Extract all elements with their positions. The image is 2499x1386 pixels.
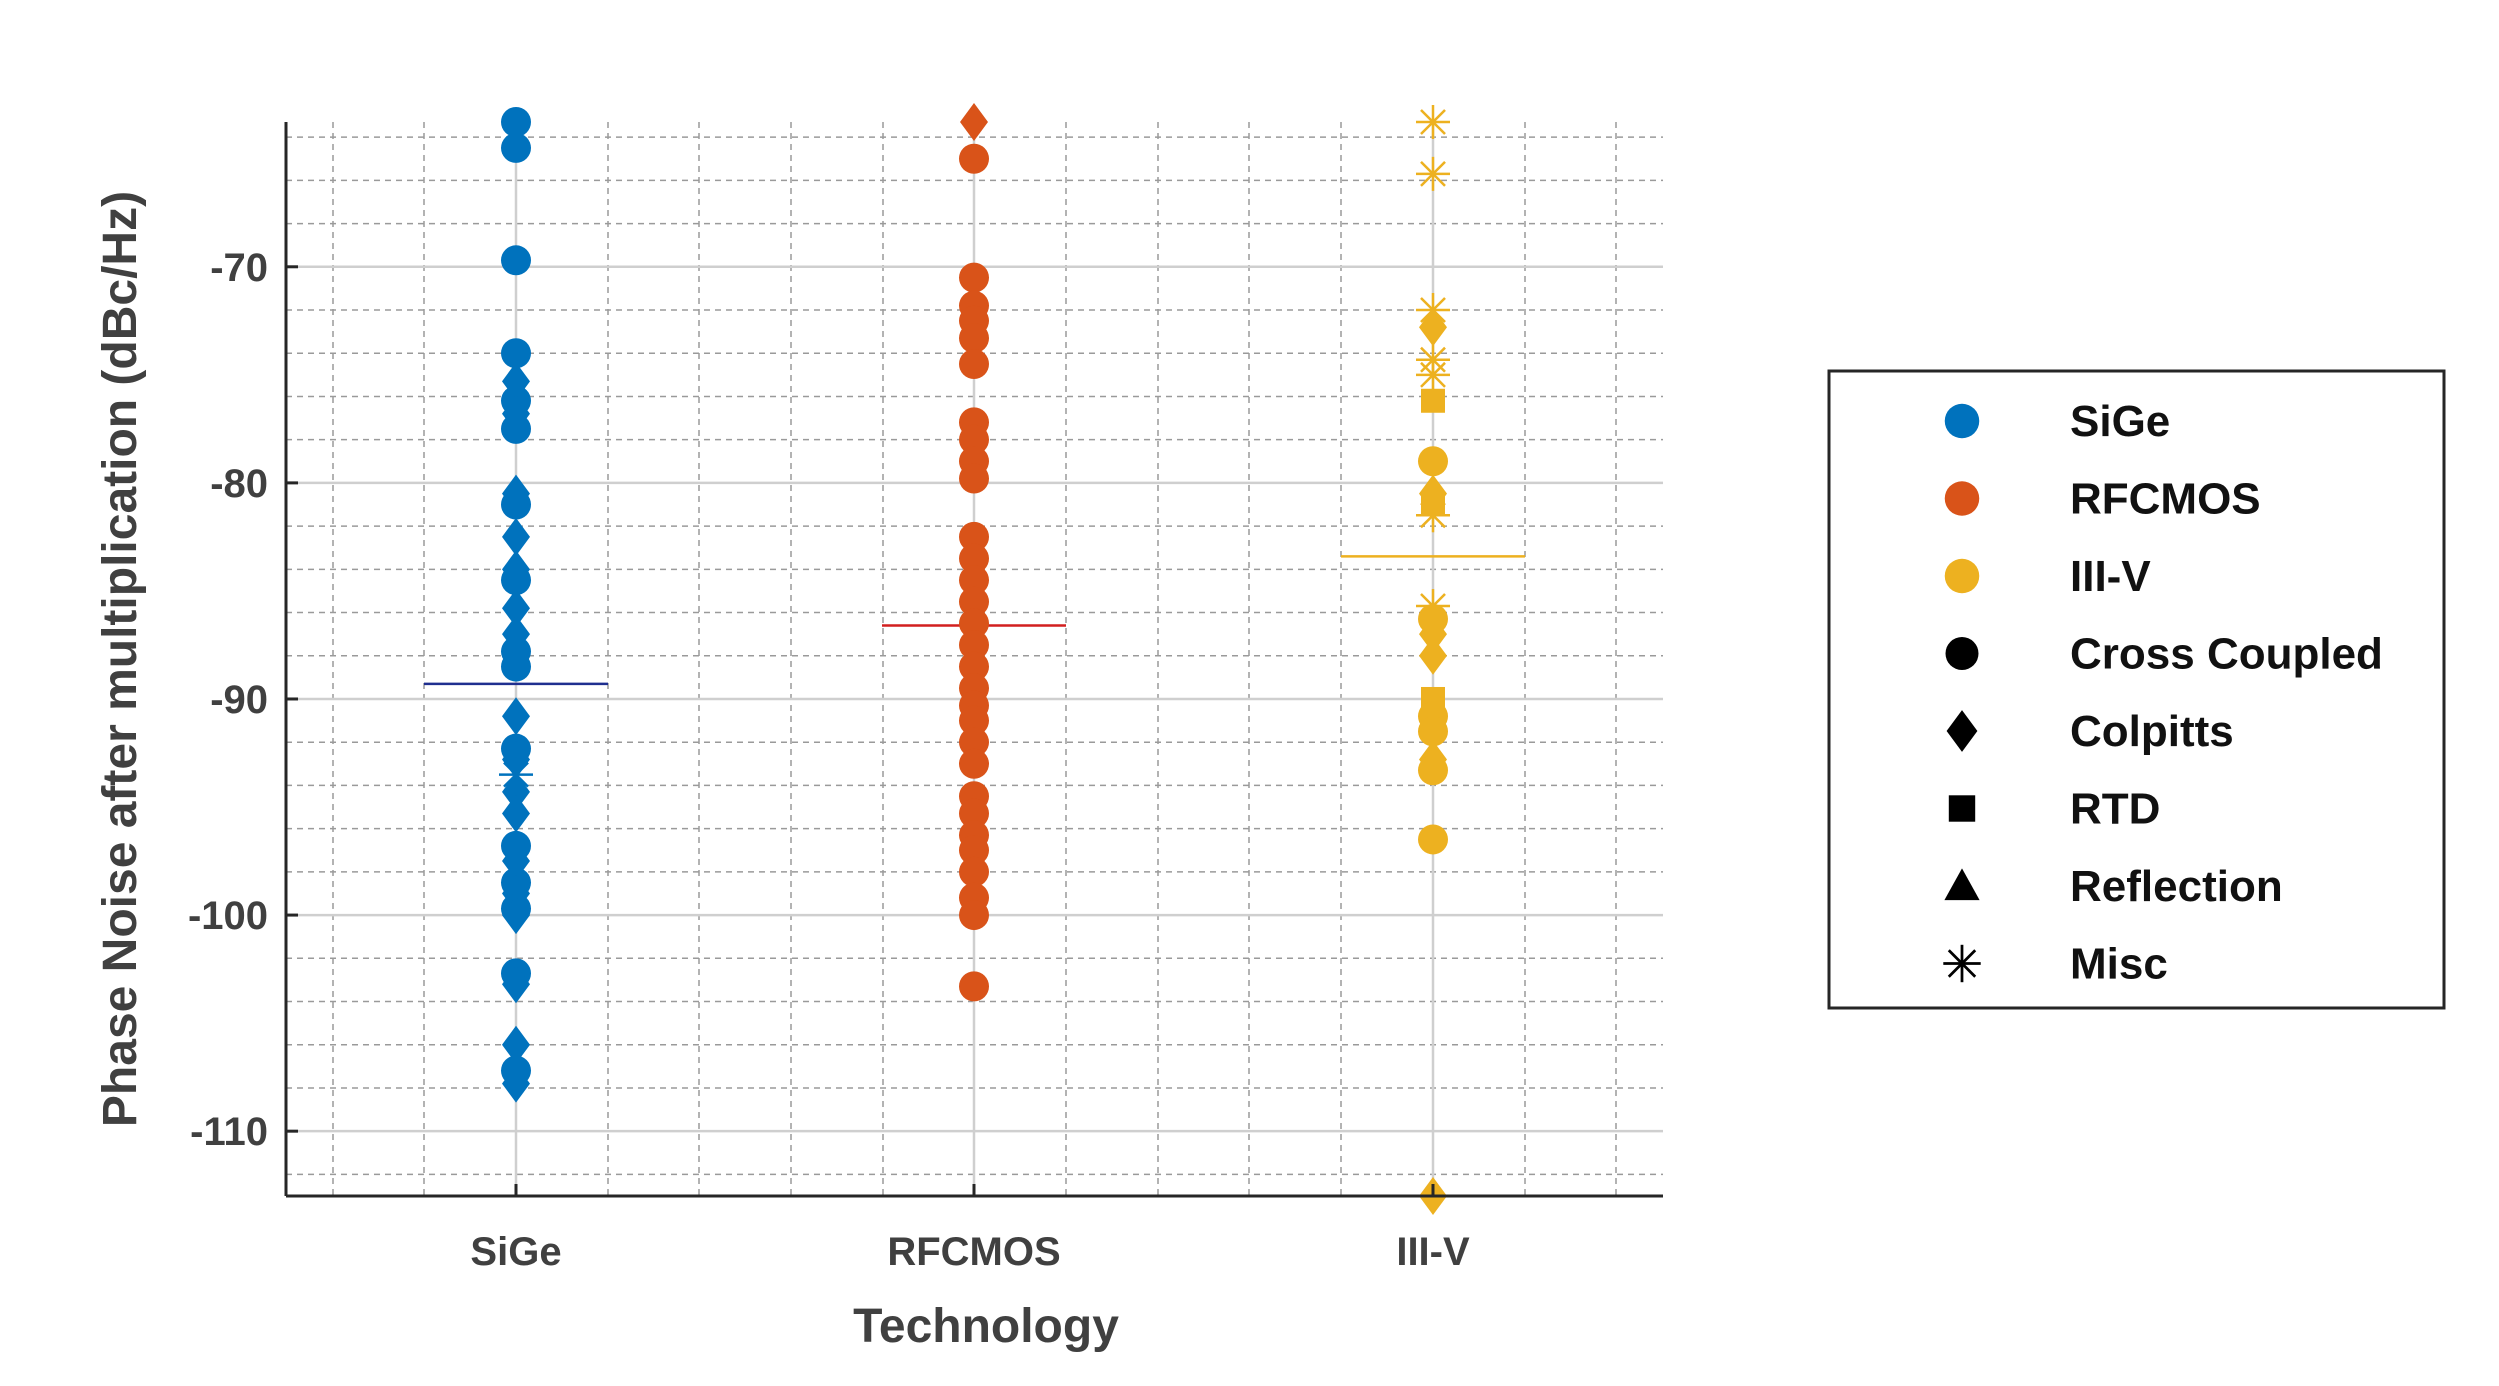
point-iii-v-asterisk — [1416, 156, 1450, 191]
point-iii-v-asterisk — [1416, 105, 1450, 139]
point-sige-diamond — [502, 1025, 530, 1064]
legend-label-colpitts: Colpitts — [2070, 707, 2234, 756]
y-tick-label: -110 — [190, 1110, 268, 1154]
point-sige-diamond — [502, 517, 530, 556]
x-tick-label: SiGe — [470, 1230, 561, 1274]
point-sige-circle — [501, 489, 531, 520]
legend-box — [1827, 369, 2446, 1010]
legend-label-rtd: RTD — [2070, 785, 2160, 834]
y-ticks: -110 -100 -90 -80 -70 — [188, 246, 298, 1154]
point-rfcmos-circle — [959, 424, 989, 455]
point-rfcmos-circle — [959, 586, 989, 617]
point-rfcmos-diamond — [960, 103, 988, 141]
point-iii-v-circle — [1418, 446, 1448, 477]
asterisk-stroke — [1420, 109, 1446, 135]
point-iii-v-diamond — [1419, 615, 1447, 654]
point-rfcmos-circle — [959, 565, 989, 596]
y-tick-label: -70 — [210, 246, 268, 290]
point-sige-diamond — [502, 589, 530, 628]
point-rfcmos-circle — [959, 900, 989, 931]
y-axis-title: Phase Noise after multiplication (dBc/Hz… — [94, 191, 147, 1127]
point-sige-diamond — [502, 1064, 530, 1103]
point-rfcmos-circle — [959, 971, 989, 1002]
point-rfcmos-circle — [959, 463, 989, 494]
legend-marker-rtd — [1948, 795, 1976, 822]
point-iii-v-asterisk — [1416, 357, 1450, 392]
data-points — [499, 103, 1450, 1215]
point-iii-v-circle — [1418, 716, 1448, 747]
point-rfcmos-circle — [959, 748, 989, 779]
legend-marker-rfcmos — [1944, 481, 1980, 516]
point-rfcmos-circle — [959, 262, 989, 293]
point-rfcmos-circle — [959, 651, 989, 682]
point-iii-v-circle — [1418, 824, 1448, 855]
x-axis-title: Technology — [853, 1300, 1119, 1353]
point-sige-circle — [501, 565, 531, 596]
point-iii-v-diamond — [1419, 308, 1447, 347]
asterisk-stroke — [1947, 949, 1977, 978]
point-rfcmos-circle — [959, 143, 989, 174]
point-rfcmos-circle — [959, 798, 989, 829]
legend-label-reflection: Reflection — [2070, 862, 2283, 911]
legend-marker-reflection — [1944, 868, 1980, 901]
asterisk-stroke — [1420, 160, 1446, 187]
point-sige-diamond — [502, 965, 530, 1004]
legend-marker-cross-coupled — [1945, 637, 1979, 670]
point-iii-v-circle — [1418, 755, 1448, 786]
y-tick-label: -100 — [188, 894, 268, 938]
point-iii-v-asterisk — [1416, 498, 1450, 533]
legend-marker-iii-v — [1944, 558, 1980, 594]
point-sige-circle — [501, 245, 531, 276]
legend-marker-misc — [1943, 944, 1981, 983]
point-sige-circle — [501, 651, 531, 682]
series-iii-v — [1416, 105, 1450, 1215]
point-sige-circle — [501, 338, 531, 369]
point-sige-diamond — [502, 794, 530, 833]
point-rfcmos-circle — [959, 835, 989, 866]
point-rfcmos-circle — [959, 856, 989, 887]
legend-label-rfcmos: RFCMOS — [2070, 475, 2261, 524]
point-sige-diamond — [502, 772, 530, 811]
asterisk-stroke — [1420, 502, 1446, 529]
y-tick-label: -90 — [210, 678, 268, 722]
point-iii-v-diamond — [1419, 636, 1447, 675]
legend-marker-sige — [1944, 403, 1980, 439]
point-rfcmos-circle — [959, 543, 989, 574]
point-iii-v-square — [1421, 388, 1445, 413]
point-sige-diamond — [502, 697, 530, 736]
y-tick-label: -80 — [210, 462, 268, 506]
point-rfcmos-circle — [959, 323, 989, 354]
point-sige-circle — [501, 413, 531, 444]
legend: SiGe RFCMOS III-V Cross Coupled Colpitts RTD R… — [1827, 369, 2446, 1010]
legend-label-iii-v: III-V — [2070, 552, 2151, 601]
series-rfcmos — [959, 103, 989, 1002]
legend-label-sige: SiGe — [2070, 397, 2170, 446]
x-tick-label: RFCMOS — [887, 1230, 1060, 1274]
point-sige-diamond — [502, 896, 530, 935]
legend-label-cross-coupled: Cross Coupled — [2070, 630, 2383, 679]
x-tick-label: III-V — [1396, 1230, 1470, 1274]
point-rfcmos-circle — [959, 521, 989, 552]
point-sige-circle — [501, 132, 531, 163]
point-rfcmos-circle — [959, 349, 989, 380]
point-rfcmos-circle — [959, 705, 989, 736]
point-rfcmos-circle — [959, 608, 989, 639]
point-rfcmos-circle — [959, 629, 989, 660]
point-rfcmos-circle — [959, 727, 989, 758]
legend-label-misc: Misc — [2070, 940, 2168, 989]
asterisk-stroke — [1420, 361, 1446, 388]
legend-marker-colpitts — [1946, 710, 1978, 752]
series-sige — [499, 107, 533, 1103]
point-sige-circle — [501, 107, 531, 137]
x-ticks: SiGe RFCMOS III-V — [470, 1184, 1470, 1274]
